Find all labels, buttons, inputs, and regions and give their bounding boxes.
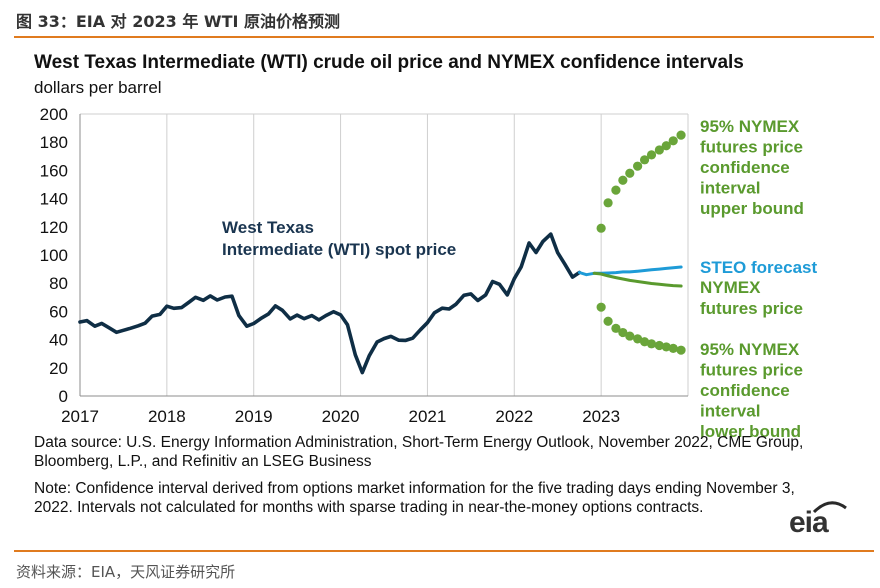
ci-point xyxy=(625,168,635,178)
x-tick-label: 2020 xyxy=(322,407,360,426)
wti-price-chart: 0 20 40 60 80 100 120 140 160 180 200 2017 2018 2019 2… xyxy=(40,105,818,440)
ci-point xyxy=(646,339,657,349)
ci-point xyxy=(654,340,664,351)
ci-point xyxy=(668,136,678,146)
ci-point xyxy=(625,331,635,341)
footer-divider xyxy=(14,550,874,552)
y-tick-label: 80 xyxy=(49,274,68,293)
ci-point xyxy=(639,337,650,347)
eia-logo-arc-icon xyxy=(812,501,847,514)
chart-series xyxy=(78,130,686,375)
annotation-upper-bound-label: confidence xyxy=(700,158,790,177)
chart-subtitle: dollars per barrel xyxy=(34,78,162,97)
x-tick-label: 2022 xyxy=(495,407,533,426)
ci-point xyxy=(611,185,621,195)
annotation-nymex-label: NYMEX xyxy=(700,278,761,297)
chart-annotations: West Texas Intermediate (WTI) spot price 9… xyxy=(222,117,817,440)
x-tick-label: 2018 xyxy=(148,407,186,426)
annotation-upper-bound-label: interval xyxy=(700,179,760,198)
y-tick-label: 100 xyxy=(40,246,68,265)
annotation-upper-bound-label: futures price xyxy=(700,138,803,157)
ci-point xyxy=(654,145,664,155)
ci-point xyxy=(668,343,678,353)
source-line: 资料来源：EIA，天风证券研究所 xyxy=(16,563,236,581)
eia-logo: eia xyxy=(789,506,829,539)
x-tick-label: 2021 xyxy=(409,407,447,426)
chart-grid xyxy=(80,113,689,396)
chart-axes: 0 20 40 60 80 100 120 140 160 180 200 2017 2018 2019 2… xyxy=(40,105,688,426)
header-divider xyxy=(14,36,874,38)
y-tick-label: 60 xyxy=(49,302,68,321)
annotation-upper-bound-label: 95% NYMEX xyxy=(700,117,800,136)
ci-point xyxy=(633,334,643,344)
y-tick-label: 120 xyxy=(40,218,68,237)
confidence-note: Note: Confidence interval derived from o… xyxy=(34,480,795,516)
series-line xyxy=(78,232,582,375)
annotation-steo-label: STEO forecast xyxy=(700,258,817,277)
annotation-wti-label: Intermediate (WTI) spot price xyxy=(222,240,456,259)
y-tick-label: 140 xyxy=(40,190,68,209)
annotation-wti-label: West Texas xyxy=(222,218,314,237)
annotation-lower-bound-label: futures price xyxy=(700,361,803,380)
ci-point xyxy=(646,150,657,160)
figure-title: 图 33：EIA 对 2023 年 WTI 原油价格预测 xyxy=(16,12,341,31)
ci-point xyxy=(596,223,606,233)
ci-point xyxy=(661,141,671,151)
annotation-lower-bound-label: confidence xyxy=(700,381,790,400)
annotation-lower-bound-label: 95% NYMEX xyxy=(700,340,800,359)
y-tick-label: 20 xyxy=(49,359,68,378)
ci-point xyxy=(676,345,686,355)
ci-point xyxy=(618,327,628,338)
ci-point xyxy=(633,161,643,171)
x-tick-label: 2017 xyxy=(61,407,99,426)
y-tick-label: 200 xyxy=(40,105,68,124)
ci-point xyxy=(603,198,613,208)
x-tick-label: 2023 xyxy=(582,407,620,426)
annotation-nymex-label: futures price xyxy=(700,299,803,318)
y-tick-label: 180 xyxy=(40,133,68,152)
annotation-upper-bound-label: upper bound xyxy=(700,199,804,218)
annotation-lower-bound-label: interval xyxy=(700,402,760,421)
ci-point xyxy=(596,302,606,312)
ci-point xyxy=(639,155,650,165)
annotation-lower-bound-label: lower bound xyxy=(700,422,801,440)
series-line xyxy=(592,271,683,288)
ci-point xyxy=(603,316,613,326)
y-tick-label: 40 xyxy=(49,331,68,350)
chart-title: West Texas Intermediate (WTI) crude oil … xyxy=(34,52,744,73)
ci-point xyxy=(611,323,621,333)
data-source-note: Data source: U.S. Energy Information Adm… xyxy=(34,434,804,470)
ci-point xyxy=(618,175,628,185)
x-tick-label: 2019 xyxy=(235,407,273,426)
y-tick-label: 0 xyxy=(59,387,68,406)
y-tick-label: 160 xyxy=(40,161,68,180)
ci-point xyxy=(661,342,671,352)
ci-point xyxy=(676,130,686,140)
